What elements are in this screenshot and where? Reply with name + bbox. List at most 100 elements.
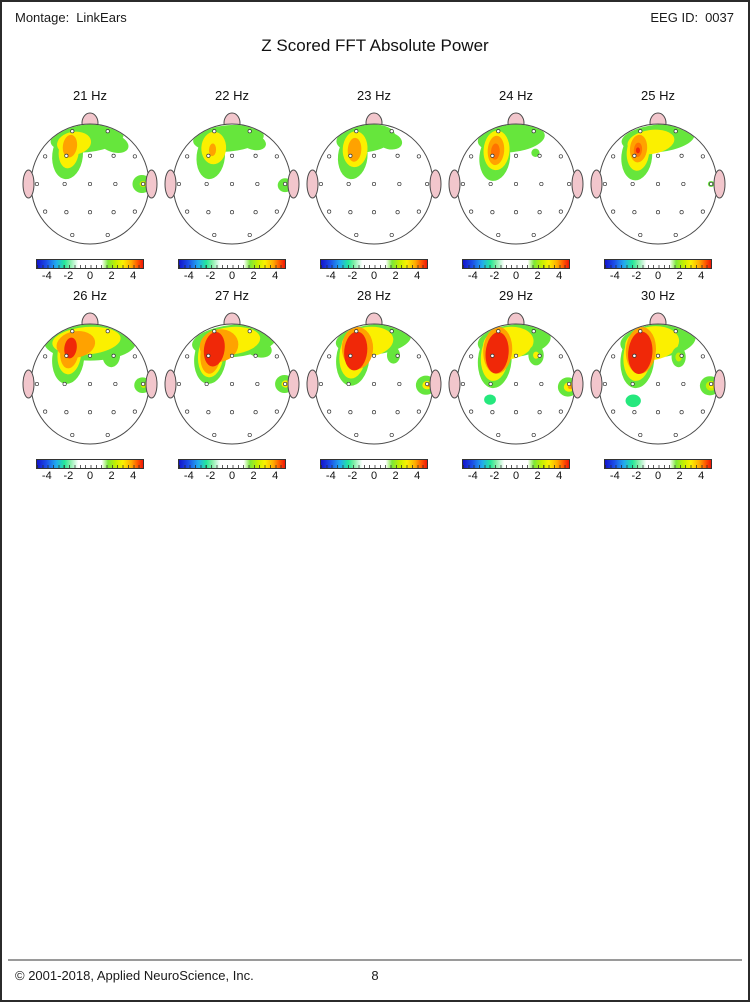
electrode-fp2	[389, 329, 394, 334]
left-ear-icon	[306, 369, 319, 399]
electrode-o1	[212, 432, 217, 438]
colorbar-tick-label: 4	[272, 270, 279, 282]
electrode-t6	[558, 409, 563, 414]
colorbar-tick-label: 0	[512, 270, 520, 282]
zscore-blob	[376, 132, 403, 150]
electrode-fp1	[638, 329, 643, 334]
electrode-c4	[681, 181, 686, 187]
colorbar-tick-label: 0	[654, 470, 662, 482]
zscore-blob	[628, 331, 653, 375]
electrode-o2	[673, 432, 678, 438]
right-ear-icon	[145, 169, 158, 199]
electrode-fp2	[389, 129, 394, 134]
zscore-blob	[64, 337, 77, 359]
electrode-fp1	[70, 129, 75, 134]
colorbar-tick-label: 4	[130, 470, 137, 482]
colorbar-tick-labels: -4 -2 0 2 4	[462, 269, 570, 283]
electrode-t5	[43, 409, 48, 414]
colorbar-tick-labels: -4 -2 0 2 4	[178, 469, 286, 483]
zscore-blob	[344, 331, 368, 371]
colorbar-ticks	[37, 265, 143, 268]
colorbar-gradient	[604, 259, 712, 269]
electrode-pz	[229, 410, 235, 415]
colorbar-tick-label: 0	[654, 270, 662, 282]
electrode-p3	[632, 210, 637, 215]
electrode-t3	[460, 381, 465, 387]
topomap-cell-28hz: 28 Hz -4 -2 0 2 4	[303, 288, 445, 486]
colorbar-tick-label: 0	[228, 470, 236, 482]
colorbar-tick-labels: -4 -2 0 2 4	[604, 269, 712, 283]
electrode-pz	[371, 410, 377, 415]
colorbar-gradient	[462, 259, 570, 269]
electrode-o2	[531, 432, 536, 438]
head-topomap-25hz	[590, 112, 726, 245]
colorbar-tick-labels: -4 -2 0 2 4	[36, 269, 144, 283]
electrode-f3	[632, 353, 637, 358]
zscore-colorbar: -4 -2 0 2 4	[36, 459, 144, 485]
electrode-t6	[132, 409, 137, 414]
topomap-cell-24hz: 24 Hz -4 -2 0 2 4	[445, 88, 587, 286]
colorbar-tick-label: -2	[63, 470, 74, 482]
electrode-t6	[700, 209, 705, 214]
colorbar-tick-label: 0	[86, 270, 94, 282]
zscore-colorbar: -4 -2 0 2 4	[604, 459, 712, 485]
zscore-blob	[386, 346, 400, 364]
zscore-blob	[533, 351, 540, 359]
right-ear-icon	[287, 169, 300, 199]
electrode-t4	[283, 381, 288, 387]
electrode-t4	[141, 381, 146, 387]
electrode-t3	[602, 381, 607, 387]
electrode-fp1	[496, 329, 501, 334]
electrode-f8	[558, 154, 563, 159]
right-ear-icon	[713, 169, 726, 199]
electrode-f4	[679, 353, 684, 358]
electrode-fz	[371, 153, 377, 158]
colorbar-tick-label: 2	[676, 270, 683, 282]
electrode-p4	[111, 410, 116, 415]
colorbar-tick-label: 2	[250, 470, 257, 482]
electrode-t3	[34, 181, 39, 187]
head-topomap-26hz	[22, 312, 158, 445]
electrode-t3	[176, 181, 181, 187]
left-ear-icon	[448, 369, 461, 399]
zscore-blob	[531, 148, 540, 157]
electrode-f4	[253, 353, 258, 358]
electrode-fp1	[212, 329, 217, 334]
electrode-o1	[496, 232, 501, 238]
colorbar-tick-label: -4	[467, 270, 478, 282]
electrode-cz	[655, 181, 661, 187]
electrode-f3	[348, 353, 353, 358]
electrode-p4	[395, 210, 400, 215]
electrode-f7	[611, 354, 616, 359]
electrode-fz	[513, 353, 519, 358]
electrode-o2	[247, 232, 252, 238]
electrode-p3	[490, 210, 495, 215]
electrode-fz	[87, 353, 93, 358]
colorbar-tick-label: -2	[489, 270, 500, 282]
electrode-t5	[185, 409, 190, 414]
colorbar-tick-label: 0	[370, 470, 378, 482]
electrode-t6	[416, 209, 421, 214]
left-ear-icon	[306, 169, 319, 199]
zscore-colorbar: -4 -2 0 2 4	[178, 259, 286, 285]
colorbar-tick-label: 4	[130, 270, 137, 282]
topomap-cell-30hz: 30 Hz -4 -2 0 2 4	[587, 288, 729, 486]
electrode-p3	[348, 210, 353, 215]
head-topomap-28hz	[306, 312, 442, 445]
electrode-c4	[539, 381, 544, 387]
electrode-c3	[630, 381, 635, 387]
colorbar-ticks	[179, 265, 285, 268]
map-frequency-label: 26 Hz	[73, 288, 107, 303]
map-frequency-label: 25 Hz	[641, 88, 675, 103]
electrode-f8	[132, 154, 137, 159]
electrode-f3	[206, 353, 211, 358]
topomap-row-2: 26 Hz -4 -2 0 2 4 27 Hz -4 -2 0 2 4 28 Hz -4 -2 0 2 4 29 H…	[19, 288, 735, 486]
zscore-blob	[203, 331, 225, 367]
colorbar-tick-label: -4	[325, 270, 336, 282]
colorbar-tick-label: -4	[609, 270, 620, 282]
colorbar-tick-label: -2	[489, 470, 500, 482]
electrode-f4	[395, 153, 400, 158]
colorbar-tick-label: 0	[228, 270, 236, 282]
colorbar-tick-label: -4	[609, 470, 620, 482]
electrode-cz	[229, 181, 235, 187]
